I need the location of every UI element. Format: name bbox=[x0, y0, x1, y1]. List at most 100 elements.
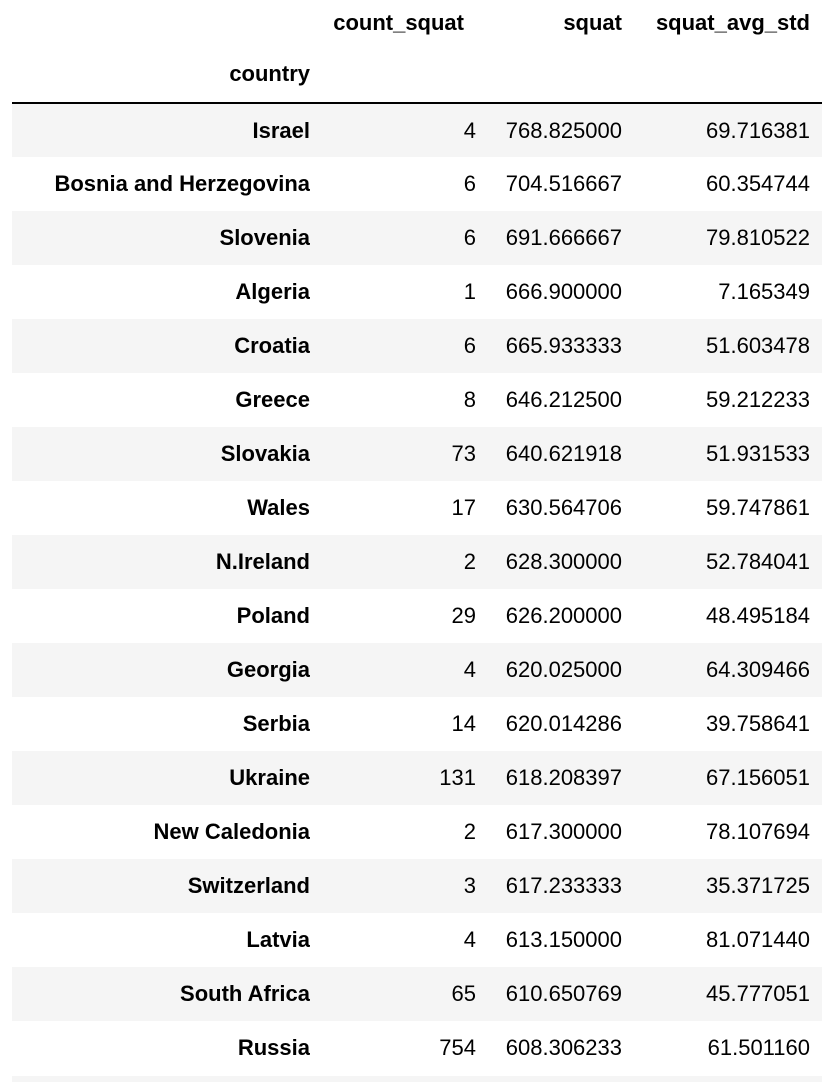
cell-squat: 620.014286 bbox=[505, 711, 622, 736]
index-name-header: country bbox=[12, 46, 310, 104]
cell-squat: 608.306233 bbox=[505, 1035, 622, 1060]
table-row: Ukraine 131 618.208397 67.156051 bbox=[12, 751, 822, 805]
cell-count-squat: 6 bbox=[463, 225, 476, 250]
cell-squat-avg-std: 51.931533 bbox=[706, 441, 810, 466]
row-index-country: Ukraine bbox=[229, 765, 310, 790]
cell-count-squat: 4 bbox=[463, 657, 476, 682]
cell-squat-avg-std: 45.777051 bbox=[706, 981, 810, 1006]
blank-header-cell bbox=[634, 46, 822, 104]
cell-count-squat: 6 bbox=[463, 333, 476, 358]
cell-squat: 610.650769 bbox=[505, 981, 622, 1006]
cell-squat: 628.300000 bbox=[505, 549, 622, 574]
table-row: Greece 8 646.212500 59.212233 bbox=[12, 373, 822, 427]
table-row: Israel 4 768.825000 69.716381 bbox=[12, 103, 822, 157]
cell-count-squat: 1 bbox=[463, 279, 476, 304]
row-index-country: Israel bbox=[252, 117, 311, 143]
column-header-row: count_squat squat squat_avg_std bbox=[12, 0, 822, 46]
row-index-country: Wales bbox=[247, 495, 310, 520]
table-row: Wales 17 630.564706 59.747861 bbox=[12, 481, 822, 535]
table-row: New Caledonia 2 617.300000 78.107694 bbox=[12, 805, 822, 859]
cell-squat: 620.025000 bbox=[505, 657, 622, 682]
table-row: Poland 29 626.200000 48.495184 bbox=[12, 589, 822, 643]
table-row: Georgia 4 620.025000 64.309466 bbox=[12, 643, 822, 697]
cell-squat: 630.564706 bbox=[505, 495, 622, 520]
table-row: Algeria 1 666.900000 7.165349 bbox=[12, 265, 822, 319]
cell-squat-avg-std: 64.309466 bbox=[706, 657, 810, 682]
cell-squat: 617.300000 bbox=[505, 819, 622, 844]
cell-squat-avg-std: 48.495184 bbox=[706, 603, 810, 628]
table-row: South Africa 65 610.650769 45.777051 bbox=[12, 967, 822, 1021]
cell-squat-avg-std: 67.156051 bbox=[706, 765, 810, 790]
table-row: Slovenia 6 691.666667 79.810522 bbox=[12, 211, 822, 265]
blank-corner-cell bbox=[12, 0, 310, 46]
cell-squat: 691.666667 bbox=[505, 225, 622, 250]
cell-count-squat: 754 bbox=[439, 1035, 476, 1060]
row-index-country: Serbia bbox=[242, 711, 310, 736]
table-row: Serbia 14 620.014286 39.758641 bbox=[12, 697, 822, 751]
cell-squat-avg-std: 60.354744 bbox=[706, 171, 810, 196]
cell-squat: 617.233333 bbox=[505, 873, 622, 898]
cell-squat-avg-std: 35.371725 bbox=[706, 873, 810, 898]
row-index-country: South Africa bbox=[180, 981, 310, 1006]
cell-count-squat: 3 bbox=[463, 873, 476, 898]
cell-count-squat: 6 bbox=[463, 171, 476, 196]
table-body: Israel 4 768.825000 69.716381 Bosnia and Her… bbox=[12, 103, 822, 1075]
column-header-squat-avg-std: squat_avg_std bbox=[655, 10, 810, 35]
row-index-country: Greece bbox=[235, 387, 310, 412]
cell-squat-avg-std: 59.212233 bbox=[706, 387, 810, 412]
table-row: Croatia 6 665.933333 51.603478 bbox=[12, 319, 822, 373]
cell-count-squat: 73 bbox=[451, 441, 476, 466]
cell-squat-avg-std: 52.784041 bbox=[706, 549, 810, 574]
row-index-country: Slovakia bbox=[220, 441, 310, 466]
next-row-stripe bbox=[12, 1076, 822, 1082]
cell-count-squat: 131 bbox=[439, 765, 476, 790]
index-name-row: country bbox=[12, 46, 822, 104]
cell-squat-avg-std: 78.107694 bbox=[706, 819, 810, 844]
table-row: N.Ireland 2 628.300000 52.784041 bbox=[12, 535, 822, 589]
cell-squat-avg-std: 7.165349 bbox=[718, 279, 810, 304]
row-index-country: Russia bbox=[237, 1035, 310, 1060]
blank-header-cell bbox=[476, 46, 634, 104]
cell-squat: 665.933333 bbox=[505, 333, 622, 358]
row-index-country: Bosnia and Herzegovina bbox=[54, 171, 310, 196]
row-index-country: Croatia bbox=[234, 333, 310, 358]
row-index-country: Algeria bbox=[235, 279, 310, 304]
cell-squat-avg-std: 81.071440 bbox=[706, 927, 810, 952]
cell-squat: 640.621918 bbox=[505, 441, 622, 466]
cell-count-squat: 65 bbox=[451, 981, 476, 1006]
blank-header-cell bbox=[310, 46, 476, 104]
cell-squat: 626.200000 bbox=[505, 603, 622, 628]
table-row: Switzerland 3 617.233333 35.371725 bbox=[12, 859, 822, 913]
cell-squat: 704.516667 bbox=[505, 171, 622, 196]
cell-count-squat: 17 bbox=[451, 495, 476, 520]
cell-squat-avg-std: 39.758641 bbox=[706, 711, 810, 736]
row-index-country: Slovenia bbox=[219, 225, 310, 250]
cell-count-squat: 14 bbox=[451, 711, 476, 736]
table-row: Russia 754 608.306233 61.501160 bbox=[12, 1021, 822, 1075]
table-row: Slovakia 73 640.621918 51.931533 bbox=[12, 427, 822, 481]
cell-count-squat: 8 bbox=[463, 387, 476, 412]
cell-squat-avg-std: 79.810522 bbox=[706, 225, 810, 250]
table-header: count_squat squat squat_avg_std country bbox=[12, 0, 822, 104]
cell-count-squat: 2 bbox=[463, 819, 476, 844]
table-row: Latvia 4 613.150000 81.071440 bbox=[12, 913, 822, 967]
cell-squat: 618.208397 bbox=[505, 765, 622, 790]
row-index-country: Poland bbox=[236, 603, 310, 628]
cell-count-squat: 4 bbox=[463, 117, 476, 143]
cell-squat-avg-std: 51.603478 bbox=[706, 333, 810, 358]
row-index-country: Georgia bbox=[226, 657, 310, 682]
dataframe-table: count_squat squat squat_avg_std country … bbox=[12, 0, 822, 1075]
cell-count-squat: 29 bbox=[451, 603, 476, 628]
cell-count-squat: 4 bbox=[463, 927, 476, 952]
table-row: Bosnia and Herzegovina 6 704.516667 60.3547… bbox=[12, 157, 822, 211]
cell-squat: 646.212500 bbox=[505, 387, 622, 412]
cell-squat: 768.825000 bbox=[505, 117, 622, 143]
column-header-count-squat: count_squat bbox=[333, 10, 464, 35]
cell-squat-avg-std: 59.747861 bbox=[706, 495, 810, 520]
row-index-country: Switzerland bbox=[187, 873, 310, 898]
cell-squat-avg-std: 61.501160 bbox=[707, 1035, 810, 1060]
cell-squat-avg-std: 69.716381 bbox=[706, 117, 810, 143]
cell-squat: 666.900000 bbox=[505, 279, 622, 304]
column-header-squat: squat bbox=[563, 10, 622, 35]
